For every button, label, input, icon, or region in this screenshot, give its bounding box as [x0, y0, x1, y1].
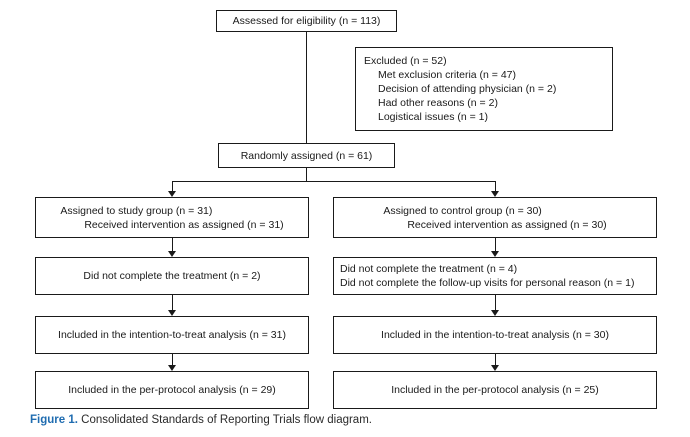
arrowhead-to-study-itt — [168, 310, 176, 316]
randomized-text: Randomly assigned (n = 61) — [240, 149, 373, 162]
box-control-itt: Included in the intention-to-treat analy… — [333, 316, 657, 354]
control-dropout-line1: Did not complete the treatment (n = 4) — [340, 263, 518, 275]
connector-randomized-stub — [306, 168, 307, 181]
study-itt-text: Included in the intention-to-treat analy… — [58, 329, 286, 341]
control-itt-text: Included in the intention-to-treat analy… — [381, 329, 609, 341]
box-assessed-eligibility: Assessed for eligibility (n = 113) — [216, 10, 397, 32]
excluded-item: Logistical issues (n = 1) — [378, 111, 489, 123]
box-study-itt: Included in the intention-to-treat analy… — [35, 316, 309, 354]
box-study-group: Assigned to study group (n = 31) Receive… — [35, 197, 309, 238]
flow-arrow-line-to-control-group — [495, 181, 496, 191]
arrowhead-to-study-group — [168, 191, 176, 197]
study-group-line1: Assigned to study group (n = 31) — [60, 204, 213, 217]
excluded-title: Excluded (n = 52) — [364, 55, 447, 67]
box-control-dropout: Did not complete the treatment (n = 4) D… — [333, 257, 657, 295]
flow-arrow-line-to-study-dropout — [172, 238, 173, 251]
arrowhead-to-control-itt — [491, 310, 499, 316]
box-study-pp: Included in the per-protocol analysis (n… — [35, 371, 309, 409]
connector-branch-horizontal — [172, 181, 496, 182]
excluded-item: Decision of attending physician (n = 2) — [378, 83, 557, 95]
figure-caption-text: Consolidated Standards of Reporting Tria… — [77, 414, 372, 426]
box-study-dropout: Did not complete the treatment (n = 2) — [35, 257, 309, 295]
assessed-text: Assessed for eligibility (n = 113) — [232, 15, 381, 27]
control-dropout-line2: Did not complete the follow-up visits fo… — [340, 277, 635, 289]
flow-arrow-line-to-study-group — [172, 181, 173, 191]
arrowhead-to-control-pp — [491, 365, 499, 371]
connector-assessed-to-randomized — [306, 32, 307, 143]
excluded-item: Met exclusion criteria (n = 47) — [378, 69, 517, 81]
flow-arrow-line-to-control-pp — [495, 354, 496, 365]
arrowhead-to-control-group — [491, 191, 499, 197]
study-dropout-text: Did not complete the treatment (n = 2) — [83, 270, 261, 282]
figure-caption-label: Figure 1. — [30, 414, 78, 426]
control-group-line2: Received intervention as assigned (n = 3… — [407, 218, 607, 231]
box-excluded: Excluded (n = 52) Met exclusion criteria… — [355, 47, 613, 131]
arrowhead-to-control-dropout — [491, 251, 499, 257]
flow-arrow-line-to-study-pp — [172, 354, 173, 365]
figure-caption: Figure 1. Consolidated Standards of Repo… — [30, 414, 372, 426]
box-control-group: Assigned to control group (n = 30) Recei… — [333, 197, 657, 238]
arrowhead-to-study-pp — [168, 365, 176, 371]
box-control-pp: Included in the per-protocol analysis (n… — [333, 371, 657, 409]
flow-arrow-line-to-control-dropout — [495, 238, 496, 251]
excluded-item: Had other reasons (n = 2) — [378, 97, 498, 109]
study-pp-text: Included in the per-protocol analysis (n… — [68, 384, 276, 396]
flow-arrow-line-to-study-itt — [172, 295, 173, 310]
study-group-line2: Received intervention as assigned (n = 3… — [84, 218, 284, 231]
arrowhead-to-study-dropout — [168, 251, 176, 257]
control-pp-text: Included in the per-protocol analysis (n… — [391, 384, 599, 396]
flow-arrow-line-to-control-itt — [495, 295, 496, 310]
control-group-line1: Assigned to control group (n = 30) — [383, 204, 542, 217]
box-randomly-assigned: Randomly assigned (n = 61) — [218, 143, 395, 168]
